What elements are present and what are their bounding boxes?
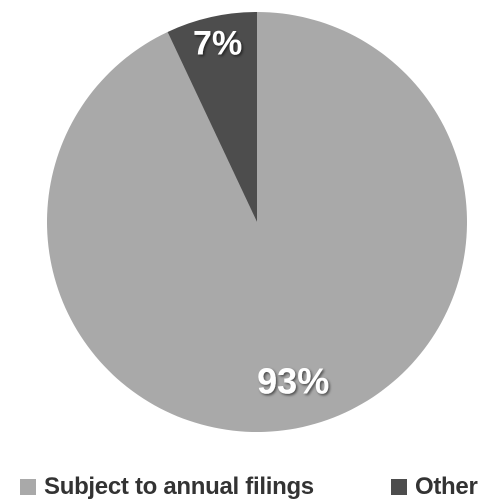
- legend: Subject to annual filings Other: [0, 472, 491, 502]
- legend-label-other: Other: [415, 473, 478, 500]
- legend-item-other: Other: [391, 472, 478, 502]
- legend-swatch-other: [391, 479, 407, 495]
- legend-swatch-subject-to-annual-filings: [20, 479, 36, 495]
- legend-item-subject-to-annual-filings: Subject to annual filings: [20, 472, 314, 502]
- pie-label-subject-to-annual-filings: 93%: [257, 360, 329, 401]
- pie-slice-other: [167, 12, 257, 222]
- pie-label-other: 7%: [193, 25, 242, 63]
- legend-label-subject-to-annual-filings: Subject to annual filings: [44, 473, 314, 500]
